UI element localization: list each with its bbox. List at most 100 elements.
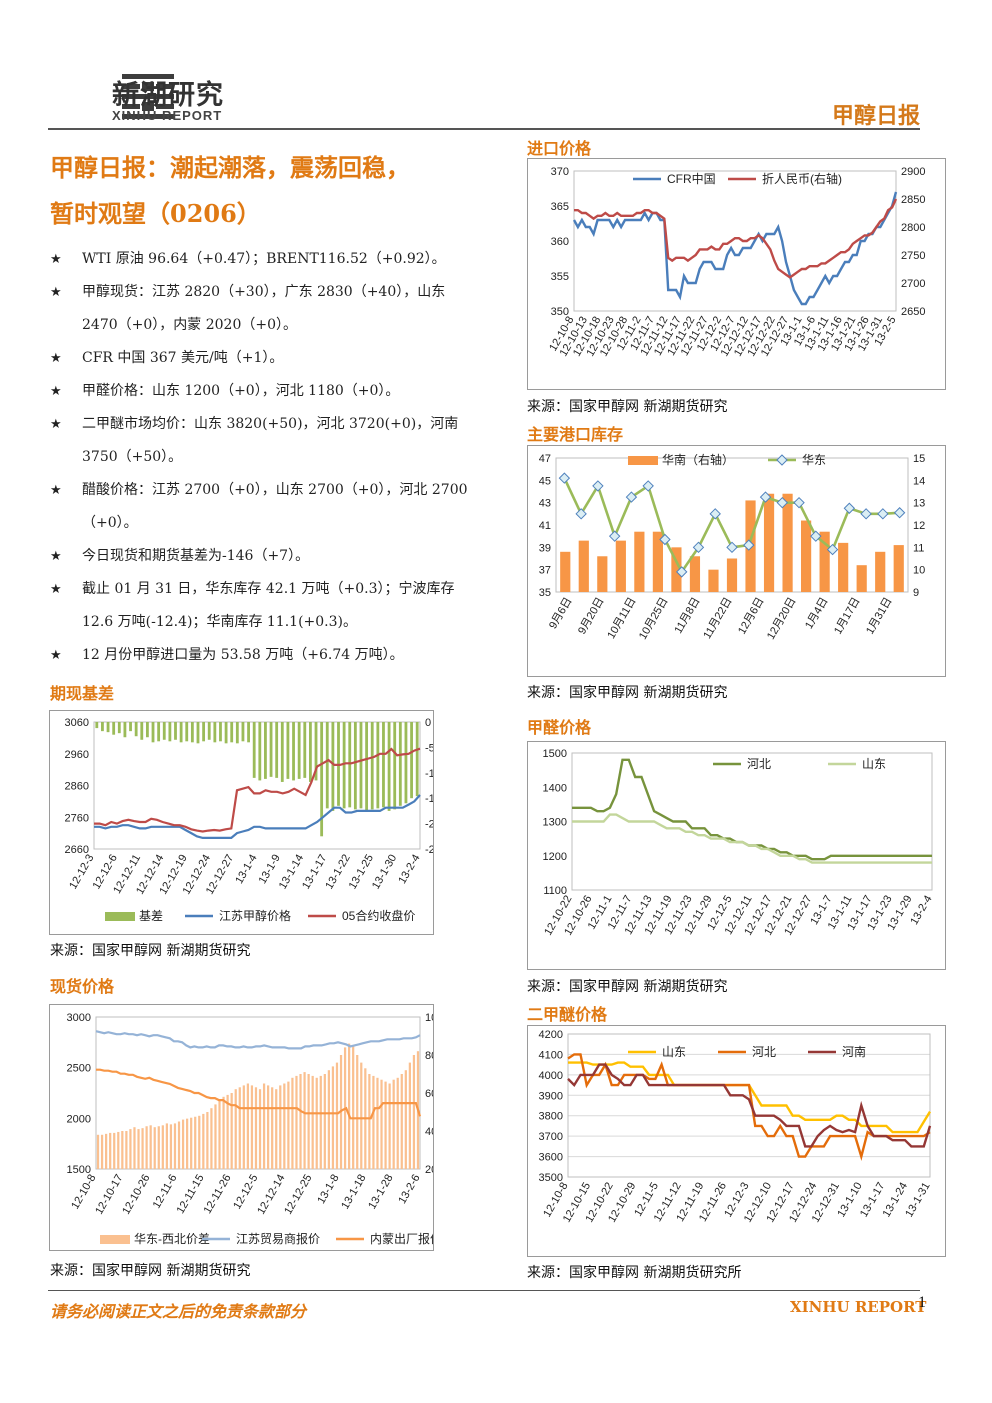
chart-formaldehyde: 1100 1200 1300 1400 1500 12-10-22 12-10-26 12-1… [527,741,946,970]
list-item: ★ 甲醇现货：江苏 2820（+30），广东 2830（+40），山东 2470（… [50,276,475,342]
bar [125,1131,128,1169]
bar [181,1119,185,1169]
y2-tick-label: 2800 [901,222,925,234]
legend-label: 江苏甲醇价格 [219,908,291,923]
bar [382,722,385,808]
bar [157,722,161,742]
x-tick-label: 11月8日 [672,596,702,636]
bar [185,722,189,742]
bar [353,722,357,810]
footer-brand: XINHU REPORT [790,1298,927,1316]
legend-label: 河北 [747,757,771,771]
x-tick-label: 1月4日 [803,596,831,632]
series-marker [692,541,705,554]
bar [384,1081,387,1169]
bar [875,551,886,592]
y2-tick-label: -50 [425,742,433,754]
star-icon: ★ [50,582,62,597]
bar [275,1089,278,1169]
disclaimer: 请务必阅读正文之后的免责条款部分 [50,1302,307,1321]
series-marker [676,566,688,578]
x-tick-label: 12月20日 [765,596,799,642]
bar [202,1113,205,1169]
y2-tick-label: 200 [425,1164,433,1176]
footer-divider [48,1290,920,1291]
bar [210,1108,213,1169]
bar [286,722,290,779]
title-line-2: 暂时观望（0206） [50,199,261,228]
y-tick-label: 3000 [67,1012,91,1024]
bar [246,1083,249,1169]
y-tick-label: 1500 [543,748,567,760]
legend-label: 05合约收盘价 [342,908,415,923]
bar [279,1085,282,1169]
star-icon: ★ [50,417,62,432]
series-marker [709,508,721,520]
bar [258,722,262,781]
x-tick-label: 12-12-5 [231,1173,260,1212]
bar [162,722,166,740]
series-marker [843,502,856,514]
series-line [568,1061,932,1134]
list-item: ★ CFR 中国 367 美元/吨（+1）。 [50,342,475,375]
series-marker [659,533,671,546]
y2-tick-label: -250 [425,844,433,856]
plot-area [567,1033,931,1178]
bar [387,722,391,811]
bar [235,722,239,744]
xinhu-logo-icon [122,74,174,119]
y-tick-label: 1200 [543,851,567,863]
series-line [567,1053,931,1162]
bar [112,722,116,735]
bar [173,1123,177,1169]
bar [404,722,408,804]
legend-label: 河南 [842,1044,866,1059]
y-tick-label: 2000 [67,1113,91,1125]
star-icon: ★ [50,648,62,663]
bar [893,545,904,592]
legend-label: 河北 [752,1045,776,1059]
bar [269,722,273,777]
bar [267,1085,270,1169]
star-icon: ★ [50,252,62,267]
bar [186,1118,189,1169]
x-tick-label: 10月11日 [605,596,638,642]
summary-list: ★ WTI 原油 96.64（+0.47）；BRENT116.52（+0.92）。… [50,243,475,672]
series-line [94,794,421,840]
y-tick-label: 3900 [539,1090,563,1102]
bar [100,1134,104,1169]
section-title-dme: 二甲醚价格 [527,1005,608,1024]
plot-area [571,752,933,891]
bar [137,1129,140,1169]
y2-tick-label: 12 [913,520,925,532]
y-tick-label: 1500 [67,1164,91,1176]
bar [335,1062,339,1169]
legend-label: 江苏贸易商报价 [236,1231,320,1246]
bar [151,722,155,743]
legend-swatch [100,1235,130,1244]
x-tick-label: 13-1-28 [366,1173,395,1212]
list-item: ★ 甲醛价格：山东 1200（+0），河北 1180（+0）。 [50,375,475,408]
y2-tick-label: 14 [913,475,925,487]
bar [782,493,793,592]
bar [303,1072,306,1169]
legend-label: 内蒙出厂报价 [370,1231,433,1246]
bar [198,1115,201,1169]
series-marker [759,491,772,503]
series-line [572,758,932,861]
bar [258,1089,262,1169]
y2-tick-label: 2750 [901,250,925,262]
y-tick-label: 2860 [65,781,89,793]
bar [388,1083,391,1169]
legend-label: CFR中国 [667,171,716,186]
y2-tick-label: 15 [913,453,925,465]
y-tick-label: 370 [551,166,569,178]
y2-tick-label: 2700 [901,278,925,290]
bar [254,1087,258,1169]
bar [168,722,172,742]
y-tick-label: 4200 [539,1029,563,1041]
bar [129,722,132,732]
list-item: ★ 12 月份甲醇进口量为 53.58 万吨（+6.74 万吨）。 [50,639,475,672]
bar [671,547,682,592]
x-tick-label: 12-10-8 [69,1173,98,1212]
